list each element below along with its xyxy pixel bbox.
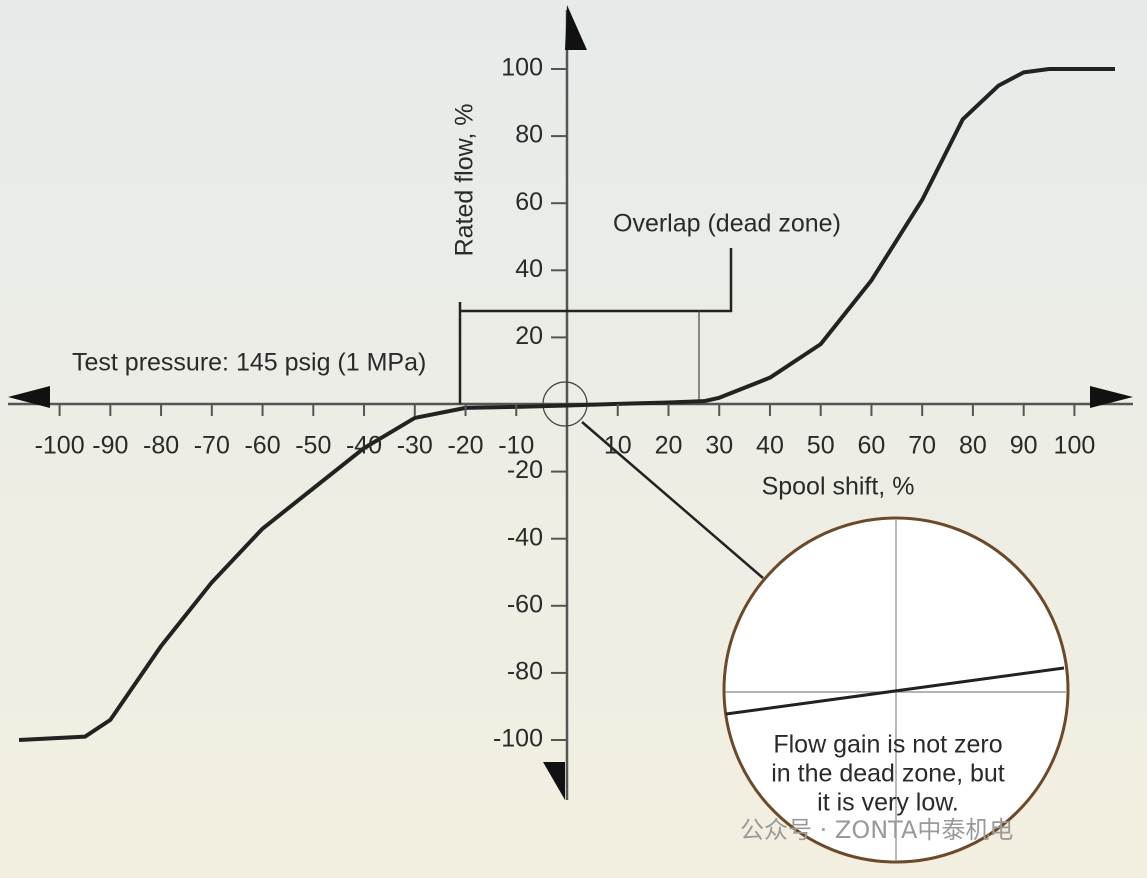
watermark: 公众号 · ZONTA中泰机电 (740, 816, 1013, 844)
x-tick-label: 60 (858, 432, 886, 460)
x-tick-label: -30 (397, 432, 433, 460)
dead-zone-bracket (458, 248, 733, 404)
x-tick-label: -20 (447, 432, 483, 460)
inset-line (725, 666, 1065, 716)
x-tick-label: -60 (244, 432, 280, 460)
x-tick-label: -80 (143, 432, 179, 460)
y-tick-label: 80 (515, 121, 543, 149)
arrow-down (543, 762, 565, 800)
inset-text: in the dead zone, but (771, 760, 1005, 788)
bracket-line (460, 248, 733, 313)
x-tick-label: -90 (92, 432, 128, 460)
curve (18, 67, 1115, 742)
x-tick-label: 10 (604, 432, 632, 460)
y-axis-label: Rated flow, % (451, 104, 479, 257)
y-tick-label: -80 (507, 658, 543, 686)
y-tick-label: -40 (507, 523, 543, 551)
x-tick-label: 50 (807, 432, 835, 460)
y-tick-label: 20 (515, 322, 543, 350)
x-tick-label: 70 (908, 432, 936, 460)
inset-text: it is very low. (817, 789, 959, 817)
x-tick-label: -70 (194, 432, 230, 460)
y-tick-label: -20 (507, 456, 543, 484)
x-axis-label: Spool shift, % (762, 473, 915, 501)
x-tick-label: 40 (756, 432, 784, 460)
arrow-left (8, 386, 50, 408)
arrow-right (1090, 386, 1133, 408)
x-tick-label: 80 (959, 432, 987, 460)
annotation: Test pressure: 145 psig (1 MPa) (72, 349, 426, 377)
annotation: Overlap (dead zone) (613, 210, 841, 238)
y-tick-label: -100 (493, 725, 543, 753)
y-tick-label: -60 (507, 590, 543, 618)
x-tick-label: -40 (346, 432, 382, 460)
zoom-connector (581, 421, 764, 579)
y-tick-label: 60 (515, 188, 543, 216)
x-tick-label: -50 (295, 432, 331, 460)
arrow-up (565, 5, 587, 50)
inset-text: Flow gain is not zero (773, 731, 1002, 759)
y-tick-label: 40 (515, 255, 543, 283)
x-tick-label: 100 (1054, 432, 1096, 460)
y-tick-label: 100 (501, 54, 543, 82)
zoom-inset: Flow gain is not zero in the dead zone, … (722, 516, 1070, 864)
x-tick-label: 20 (655, 432, 683, 460)
x-tick-label: 90 (1010, 432, 1038, 460)
x-tick-label: 30 (705, 432, 733, 460)
x-tick-label: -10 (498, 432, 534, 460)
x-tick-label: -100 (35, 432, 85, 460)
